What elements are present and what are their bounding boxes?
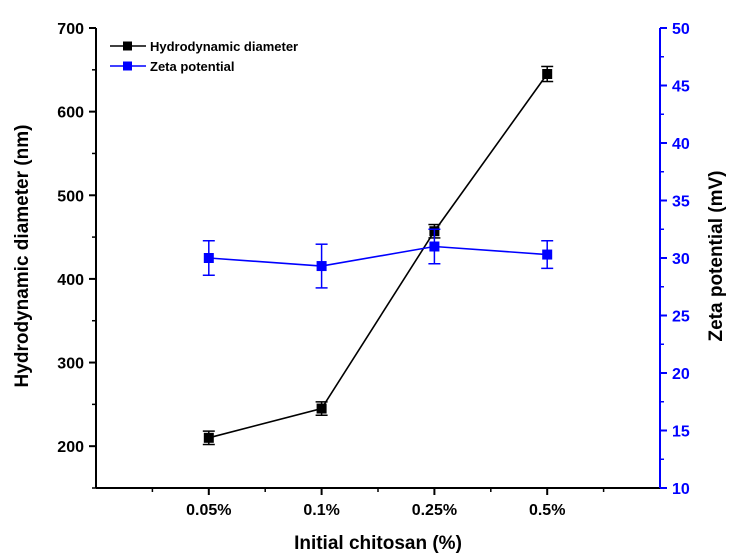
x-tick-label: 0.25%: [412, 502, 457, 519]
right-y-tick-label: 30: [672, 251, 690, 268]
right-y-tick-label: 20: [672, 366, 690, 383]
data-point: [542, 249, 553, 260]
right-y-axis-label: Zeta potential (mV): [706, 170, 727, 341]
x-axis: 0.05% 0.1% 0.25% 0.5%: [151, 488, 605, 519]
right-y-axis: 10 15 20 25 30 35 40 45 50: [660, 21, 690, 498]
series-line: [208, 73, 548, 439]
x-tick-label: 0.5%: [529, 502, 565, 519]
left-y-tick-label: 300: [57, 356, 84, 373]
right-y-tick-label: 50: [672, 21, 690, 38]
series-zeta-potential: [202, 228, 554, 289]
left-y-tick-label: 700: [57, 21, 84, 38]
legend-item: Zeta potential: [110, 59, 235, 74]
left-y-axis: 200 300 400 500 600 700: [57, 21, 96, 489]
data-point: [203, 253, 214, 263]
data-point: [316, 261, 327, 272]
legend: Hydrodynamic diameter Zeta potential: [110, 39, 298, 74]
legend-label: Hydrodynamic diameter: [150, 39, 298, 54]
data-point: [542, 69, 553, 79]
data-point: [203, 432, 214, 443]
right-y-tick-label: 45: [672, 79, 690, 96]
legend-marker: [123, 61, 132, 71]
legend-item: Hydrodynamic diameter: [110, 39, 298, 54]
legend-label: Zeta potential: [150, 59, 235, 74]
left-y-tick-label: 500: [57, 188, 84, 205]
legend-marker: [123, 41, 132, 51]
right-y-tick-label: 15: [672, 424, 690, 441]
left-y-tick-label: 200: [57, 439, 84, 456]
right-y-tick-label: 10: [672, 481, 690, 498]
right-y-tick-label: 25: [672, 309, 690, 326]
x-tick-label: 0.1%: [303, 502, 339, 519]
data-point: [429, 241, 440, 252]
series-line: [208, 245, 548, 267]
left-y-tick-label: 400: [57, 272, 84, 289]
left-y-tick-label: 600: [57, 105, 84, 122]
left-y-axis-label: Hydrodynamic diameter (nm): [12, 125, 33, 388]
data-point: [316, 403, 327, 414]
x-tick-label: 0.05%: [186, 502, 231, 519]
right-y-tick-label: 40: [672, 136, 690, 153]
x-axis-label: Initial chitosan (%): [294, 533, 462, 554]
plot-frame: [95, 28, 661, 489]
right-y-tick-label: 35: [672, 194, 690, 211]
series-layer: [202, 65, 554, 446]
